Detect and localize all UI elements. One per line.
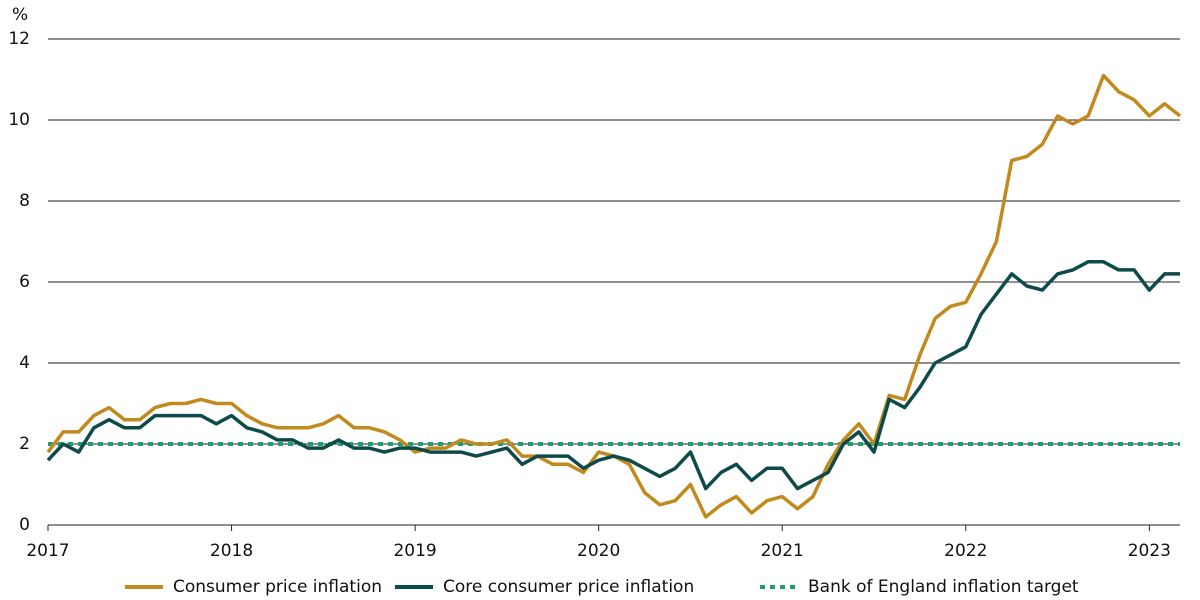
series-line (46, 73, 1182, 519)
legend-label: Bank of England inflation target (808, 577, 1079, 597)
y-tick-label: 0 (19, 515, 30, 535)
x-tick-label: 2017 (26, 541, 69, 561)
y-tick-label: 12 (8, 29, 30, 49)
x-tick-label: 2021 (761, 541, 804, 561)
y-unit: % (12, 5, 28, 25)
y-tick-label: 6 (19, 272, 30, 292)
x-tick-label: 2023 (1128, 541, 1171, 561)
y-tick-label: 2 (19, 434, 30, 454)
legend-label: Core consumer price inflation (443, 577, 694, 597)
x-tick-label: 2020 (577, 541, 620, 561)
y-tick-label: 4 (19, 353, 30, 373)
y-tick-label: 10 (8, 110, 30, 130)
x-tick-label: 2018 (210, 541, 253, 561)
legend-label: Consumer price inflation (173, 577, 382, 597)
series-line (46, 260, 1180, 491)
x-tick-label: 2019 (393, 541, 436, 561)
y-tick-label: 8 (19, 191, 30, 211)
x-tick-label: 2022 (944, 541, 987, 561)
